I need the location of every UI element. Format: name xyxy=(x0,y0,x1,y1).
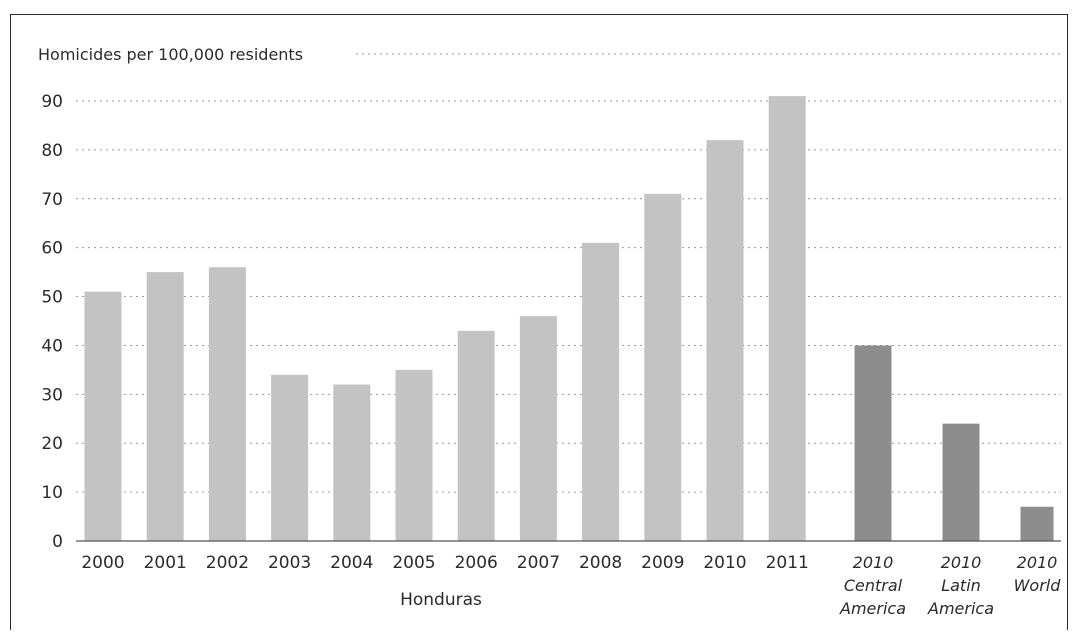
y-tick-label-80: 80 xyxy=(41,141,63,161)
x-tick-label-2001: 2001 xyxy=(144,553,187,573)
bar-honduras-2004 xyxy=(333,384,371,541)
x-tick-label-2007: 2007 xyxy=(517,553,560,573)
y-axis-label: Homicides per 100,000 residents xyxy=(38,45,303,64)
bar-honduras-2007 xyxy=(519,316,557,541)
bar-comparison-3 xyxy=(1020,506,1054,541)
bar-honduras-2002 xyxy=(208,267,246,541)
x-tick-label-2003: 2003 xyxy=(268,553,311,573)
y-tick-label-60: 60 xyxy=(41,239,63,259)
bars xyxy=(84,96,1054,541)
comparison-region-label2-1: America xyxy=(839,599,906,618)
bar-chart: Homicides per 100,000 residents Honduras… xyxy=(38,45,1061,618)
y-tick-label-0: 0 xyxy=(52,532,63,552)
x-tick-label-2005: 2005 xyxy=(392,553,435,573)
y-tick-label-30: 30 xyxy=(41,385,63,405)
comparison-year-label-2: 2010 xyxy=(941,553,982,572)
bar-comparison-1 xyxy=(854,345,892,541)
bar-honduras-2011 xyxy=(768,96,806,541)
bar-honduras-2000 xyxy=(84,291,122,541)
x-tick-label-2010: 2010 xyxy=(703,553,746,573)
bar-honduras-2001 xyxy=(146,272,184,541)
comparison-year-label-3: 2010 xyxy=(1017,553,1058,572)
bar-comparison-2 xyxy=(942,423,980,541)
bar-honduras-2003 xyxy=(271,374,309,541)
x-tick-label-2002: 2002 xyxy=(206,553,249,573)
x-tick-label-2004: 2004 xyxy=(330,553,373,573)
y-tick-label-70: 70 xyxy=(41,190,63,210)
comparison-region-label-1: Central xyxy=(844,576,903,595)
bar-honduras-2009 xyxy=(644,193,682,541)
y-tick-label-50: 50 xyxy=(41,288,63,308)
comparison-region-label2-2: America xyxy=(927,599,994,618)
y-tick-label-40: 40 xyxy=(41,336,63,356)
x-tick-label-2008: 2008 xyxy=(579,553,622,573)
bar-honduras-2006 xyxy=(457,330,495,541)
y-tick-label-90: 90 xyxy=(41,92,63,112)
bar-honduras-2010 xyxy=(706,140,744,541)
comparison-year-label-1: 2010 xyxy=(853,553,894,572)
bar-honduras-2008 xyxy=(582,242,620,541)
comparison-region-label-2: Latin xyxy=(941,576,981,595)
chart-frame: Homicides per 100,000 residents Honduras… xyxy=(10,14,1068,630)
x-tick-label-2011: 2011 xyxy=(766,553,809,573)
x-tick-label-2009: 2009 xyxy=(641,553,684,573)
bar-honduras-2005 xyxy=(395,369,433,541)
group-label-honduras: Honduras xyxy=(400,590,482,610)
x-tick-label-2000: 2000 xyxy=(81,553,124,573)
labels: Homicides per 100,000 residents Honduras… xyxy=(38,45,1061,618)
y-tick-label-10: 10 xyxy=(41,483,63,503)
comparison-region-label-3: World xyxy=(1014,576,1062,595)
y-tick-label-20: 20 xyxy=(41,434,63,454)
gridlines xyxy=(76,53,1061,493)
x-tick-label-2006: 2006 xyxy=(455,553,498,573)
